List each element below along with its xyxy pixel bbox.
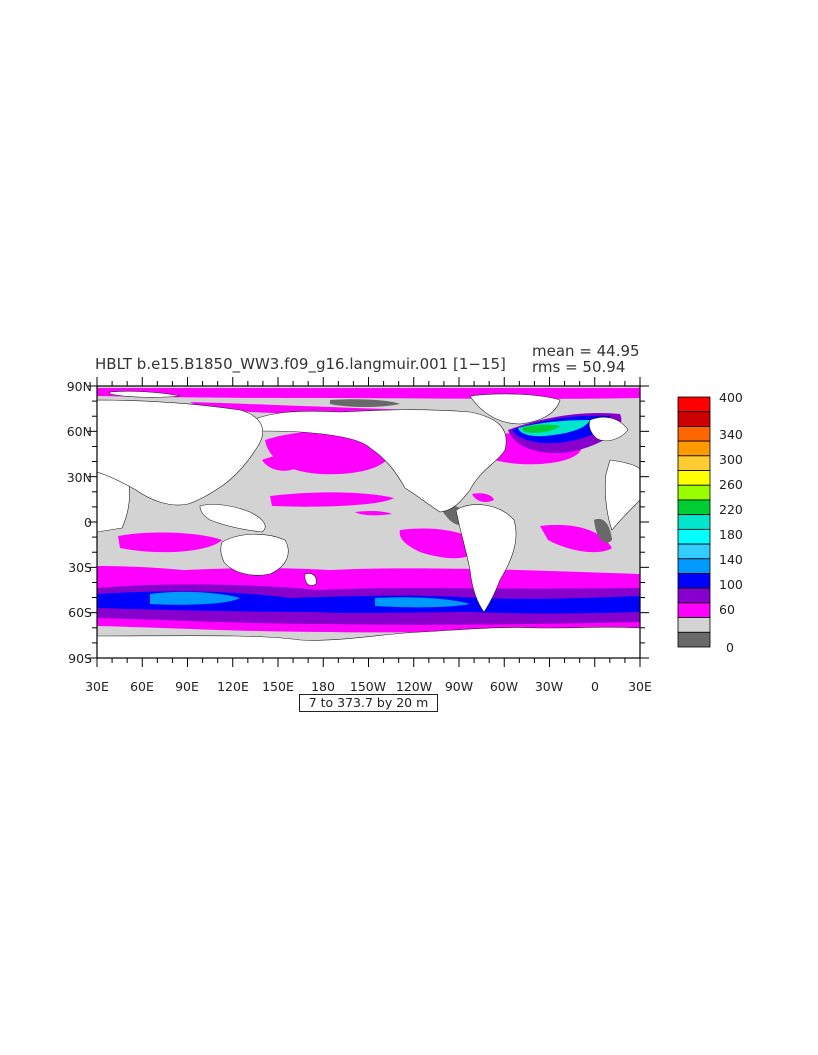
colorbar-swatch bbox=[677, 558, 711, 574]
lon-label-180: 180 bbox=[311, 679, 335, 694]
kuroshio-magenta bbox=[262, 455, 297, 471]
colorbar-label-0: 0 bbox=[726, 640, 734, 655]
colorbar-label-180: 180 bbox=[719, 527, 743, 542]
land-greenland bbox=[469, 393, 561, 425]
colorbar bbox=[677, 396, 711, 648]
land-australia bbox=[220, 533, 289, 576]
lat-label-90s: 90S bbox=[68, 651, 92, 666]
south-atlantic-magenta bbox=[540, 524, 612, 553]
colorbar-swatch bbox=[677, 484, 711, 501]
south-indian-magenta bbox=[97, 566, 200, 580]
equatorial-pacific-magenta-thin bbox=[355, 510, 392, 516]
colorbar-label-220: 220 bbox=[719, 502, 743, 517]
lon-label-120e: 120E bbox=[217, 679, 249, 694]
colorbar-label-400: 400 bbox=[719, 390, 743, 405]
indian-ocean-magenta bbox=[118, 532, 222, 553]
map-title: HBLT b.e15.B1850_WW3.f09_g16.langmuir.00… bbox=[95, 355, 506, 373]
land-new-zealand bbox=[304, 573, 317, 586]
lon-label-90e: 90E bbox=[175, 679, 199, 694]
dark-gray-benguela bbox=[594, 518, 612, 543]
colorbar-swatch bbox=[677, 470, 711, 486]
land-antarctica bbox=[97, 626, 640, 658]
southern-ocean-lightblue-patch-2 bbox=[375, 597, 470, 608]
colorbar-swatch bbox=[677, 514, 711, 530]
colorbar-swatch bbox=[677, 499, 711, 516]
land-africa-east bbox=[604, 459, 640, 531]
colorbar-swatch bbox=[677, 617, 711, 633]
equatorial-pacific-magenta bbox=[270, 492, 394, 507]
southern-ocean-lightblue-patch bbox=[150, 591, 240, 605]
lon-label-0: 0 bbox=[591, 679, 599, 694]
atlantic-equatorial-magenta bbox=[472, 493, 494, 502]
lon-label-150e: 150E bbox=[262, 679, 294, 694]
lat-label-60n: 60N bbox=[66, 424, 92, 439]
colorbar-label-300: 300 bbox=[719, 452, 743, 467]
colorbar-label-100: 100 bbox=[719, 577, 743, 592]
lon-label-30e: 30E bbox=[85, 679, 109, 694]
colorbar-label-140: 140 bbox=[719, 552, 743, 567]
colorbar-swatch bbox=[677, 631, 711, 648]
colorbar-swatch bbox=[677, 573, 711, 589]
colorbar-swatch bbox=[677, 543, 711, 560]
land-europe bbox=[588, 417, 629, 442]
lon-label-90w: 90W bbox=[444, 679, 474, 694]
colorbar-swatch bbox=[677, 396, 711, 413]
colorbar-swatch bbox=[677, 528, 711, 545]
colorbar-swatch bbox=[677, 602, 711, 618]
colorbar-label-260: 260 bbox=[719, 477, 743, 492]
colorbar-swatch bbox=[677, 426, 711, 442]
lat-label-30n: 30N bbox=[66, 470, 92, 485]
lat-label-60s: 60S bbox=[68, 605, 92, 620]
colorbar-label-340: 340 bbox=[719, 427, 743, 442]
colorbar-swatch bbox=[677, 440, 711, 457]
mean-value: mean = 44.95 bbox=[532, 342, 640, 360]
land-arctic-islands bbox=[109, 390, 181, 398]
land-eurasia bbox=[97, 399, 263, 506]
colorbar-label-60: 60 bbox=[719, 602, 735, 617]
lat-label-90n: 90N bbox=[66, 379, 92, 394]
land-north-america bbox=[234, 409, 507, 513]
arctic-magenta-strip bbox=[97, 388, 640, 399]
lon-label-120w: 120W bbox=[395, 679, 433, 694]
lon-label-60e: 60E bbox=[130, 679, 154, 694]
colorbar-swatch bbox=[677, 411, 711, 427]
colorbar-swatch bbox=[677, 455, 711, 471]
lon-label-30e-east: 30E bbox=[628, 679, 652, 694]
lon-label-150w: 150W bbox=[349, 679, 387, 694]
lon-label-60w: 60W bbox=[489, 679, 519, 694]
land-south-america bbox=[455, 504, 517, 613]
rms-value: rms = 50.94 bbox=[532, 358, 626, 376]
dark-gray-arctic bbox=[330, 399, 400, 407]
labrador-sea-green bbox=[522, 424, 560, 433]
lon-label-30w: 30W bbox=[534, 679, 564, 694]
lat-label-0: 0 bbox=[84, 515, 92, 530]
land-indonesia bbox=[199, 504, 266, 533]
contour-info-box: 7 to 373.7 by 20 m bbox=[299, 694, 438, 712]
south-pacific-magenta bbox=[399, 528, 480, 559]
lat-label-30s: 30S bbox=[68, 560, 92, 575]
colorbar-swatch bbox=[677, 587, 711, 604]
